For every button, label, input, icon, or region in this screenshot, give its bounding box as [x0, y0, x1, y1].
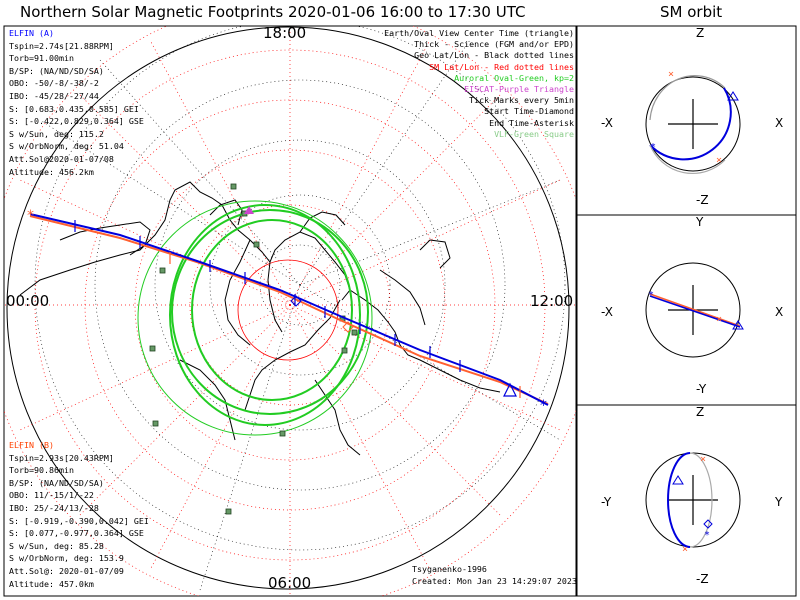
svg-text:*: *	[704, 530, 710, 541]
orbit-right-label: X	[775, 116, 784, 130]
orbit-left-label: -X	[601, 116, 613, 130]
orbit-panel-xz: * × ×	[645, 69, 741, 174]
elfin-b-ticks	[169, 252, 521, 398]
elfin-b-info: ELFIN (B) Tspin=2.93s[20.43RPM] Torb=90.8…	[9, 439, 149, 590]
elfin-b-line: S: [0.077,-0.977,0.364] GSE	[9, 528, 144, 539]
svg-text:×: ×	[700, 454, 706, 465]
orbit-bottom-label: -Z	[696, 193, 709, 207]
auroral-oval	[169, 204, 369, 426]
svg-text:×: ×	[716, 314, 722, 325]
elfin-b-line: S: [-0.919,-0.390,0.042] GEI	[9, 515, 149, 526]
elfin-b-line: Tspin=2.93s[20.43RPM]	[9, 452, 114, 463]
orbit-top-label: Z	[696, 26, 705, 40]
legend-item: VLF-Green Square	[494, 128, 574, 139]
hour-label-right: 12:00	[530, 292, 574, 310]
elfin-a-line: Altitude: 456.2km	[9, 166, 94, 177]
elfin-b-start-diamond	[342, 321, 354, 333]
elfin-a-line: S: [-0.422,0.829,0.364] GSE	[9, 116, 144, 127]
hour-label-left: 00:00	[6, 292, 50, 310]
elfin-b-line: Att.Sol@: 2020-01-07/09	[9, 565, 124, 576]
geo-grid	[34, 26, 566, 591]
auroral-oval-outer	[137, 200, 373, 436]
map-frame	[3, 25, 577, 597]
svg-text:*: *	[648, 290, 654, 301]
hour-label-bottom: 06:00	[268, 574, 312, 592]
orbit-top-label: Y	[696, 215, 704, 229]
earth-disc	[6, 26, 570, 590]
orbit-bottom-label: -Z	[696, 572, 709, 586]
elfin-b-lines: Tspin=2.93s[20.43RPM] Torb=90.86min B/SP: …	[9, 452, 149, 591]
plot-title: Northern Solar Magnetic Footprints 2020-…	[20, 3, 526, 21]
legend-item: Auroral Oval-Green, kp=2	[454, 72, 574, 83]
elfin-b-line: IBO: 25/-24/13/-28	[9, 502, 99, 513]
orbit-frame-3	[576, 404, 797, 597]
created-credit: Created: Mon Jan 23 14:29:07 2023	[412, 576, 577, 586]
elfin-b-line: OBO: 11/-15/1/-22	[9, 490, 94, 501]
coastlines	[19, 181, 501, 456]
legend-item: Thick - Science (FGM and/or EPD)	[414, 39, 574, 50]
svg-text:×: ×	[716, 155, 722, 166]
sm-grid	[4, 26, 576, 596]
elfin-a-line: Torb=91.00min	[9, 53, 74, 64]
elfin-b-name: ELFIN (B)	[9, 440, 54, 450]
elfin-a-lines: Tspin=2.74s[21.88RPM] Torb=91.00min B/SP: …	[9, 40, 144, 179]
orbit-top-label: Z	[696, 405, 705, 419]
sm-polar-circle	[237, 259, 339, 361]
elfin-a-end-asterisk: *	[540, 398, 547, 414]
elfin-a-line: S w/OrbNorm, deg: 51.04	[9, 141, 124, 152]
elfin-b-line: S w/OrbNorm, deg: 153.9	[9, 553, 124, 564]
elfin-b-end-asterisk: *	[27, 208, 34, 224]
orbit-left-label: -X	[601, 305, 613, 319]
model-credit: Tsyganenko-1996	[412, 564, 487, 574]
orbit-title: SM orbit	[660, 3, 723, 21]
elfin-a-info: ELFIN (A) Tspin=2.74s[21.88RPM] Torb=91.0…	[9, 27, 144, 178]
svg-text:*: *	[650, 142, 656, 153]
orbit-bottom-label: -Y	[696, 382, 707, 396]
orbit-right-label: Y	[775, 495, 783, 509]
legend-item: Geo Lat/Lon - Black dotted lines	[414, 50, 574, 61]
orbit-panel-yz: × × *	[645, 452, 741, 555]
orbit-right-label: X	[775, 305, 784, 319]
hour-label-top: 18:00	[263, 24, 307, 42]
legend-item: Start Time-Diamond	[484, 106, 574, 117]
elfin-a-name: ELFIN (A)	[9, 28, 54, 38]
elfin-b-line: Altitude: 457.0km	[9, 578, 94, 589]
elfin-a-line: Att.Sol@2020-01-07/08	[9, 153, 114, 164]
view-center-triangle	[503, 382, 517, 397]
elfin-a-line: Tspin=2.74s[21.88RPM]	[9, 40, 114, 51]
orbit-panel-xy: * ×	[645, 262, 744, 358]
legend-item: SM Lat/Lon - Red dotted lines	[429, 61, 574, 72]
svg-text:×: ×	[668, 69, 674, 80]
legend-item: Earth/Oval View Center Time (triangle)	[384, 28, 574, 38]
legend-item: End Time-Asterisk	[489, 117, 574, 128]
elfin-b-line: S w/Sun, deg: 85.28	[9, 540, 104, 551]
elfin-b-track	[29, 215, 549, 405]
svg-text:×: ×	[682, 544, 688, 555]
elfin-b-line: B/SP: (NA/ND/SD/SA)	[9, 477, 104, 488]
elfin-b-line: Torb=90.86min	[9, 465, 74, 476]
elfin-a-line: IBO: -45/28/-27/44	[9, 90, 99, 101]
elfin-a-start-diamond	[290, 295, 302, 307]
legend: Earth/Oval View Center Time (triangle) Th…	[384, 28, 574, 140]
legend-item: EISCAT-Purple Triangle	[464, 84, 574, 95]
legend-item: Tick Marks every 5min	[469, 95, 574, 106]
elfin-a-line: OBO: -50/-8/-38/-2	[9, 78, 99, 89]
elfin-a-track	[29, 213, 549, 406]
elfin-a-line: B/SP: (NA/ND/SD/SA)	[9, 65, 104, 76]
elfin-a-line: S w/Sun, deg: 115.2	[9, 128, 104, 139]
orbit-left-label: -Y	[601, 495, 612, 509]
elfin-a-line: S: [0.683,0.435,0.585] GEI	[9, 103, 139, 114]
elfin-a-ticks	[74, 220, 461, 372]
eiscat-marker	[244, 206, 254, 214]
